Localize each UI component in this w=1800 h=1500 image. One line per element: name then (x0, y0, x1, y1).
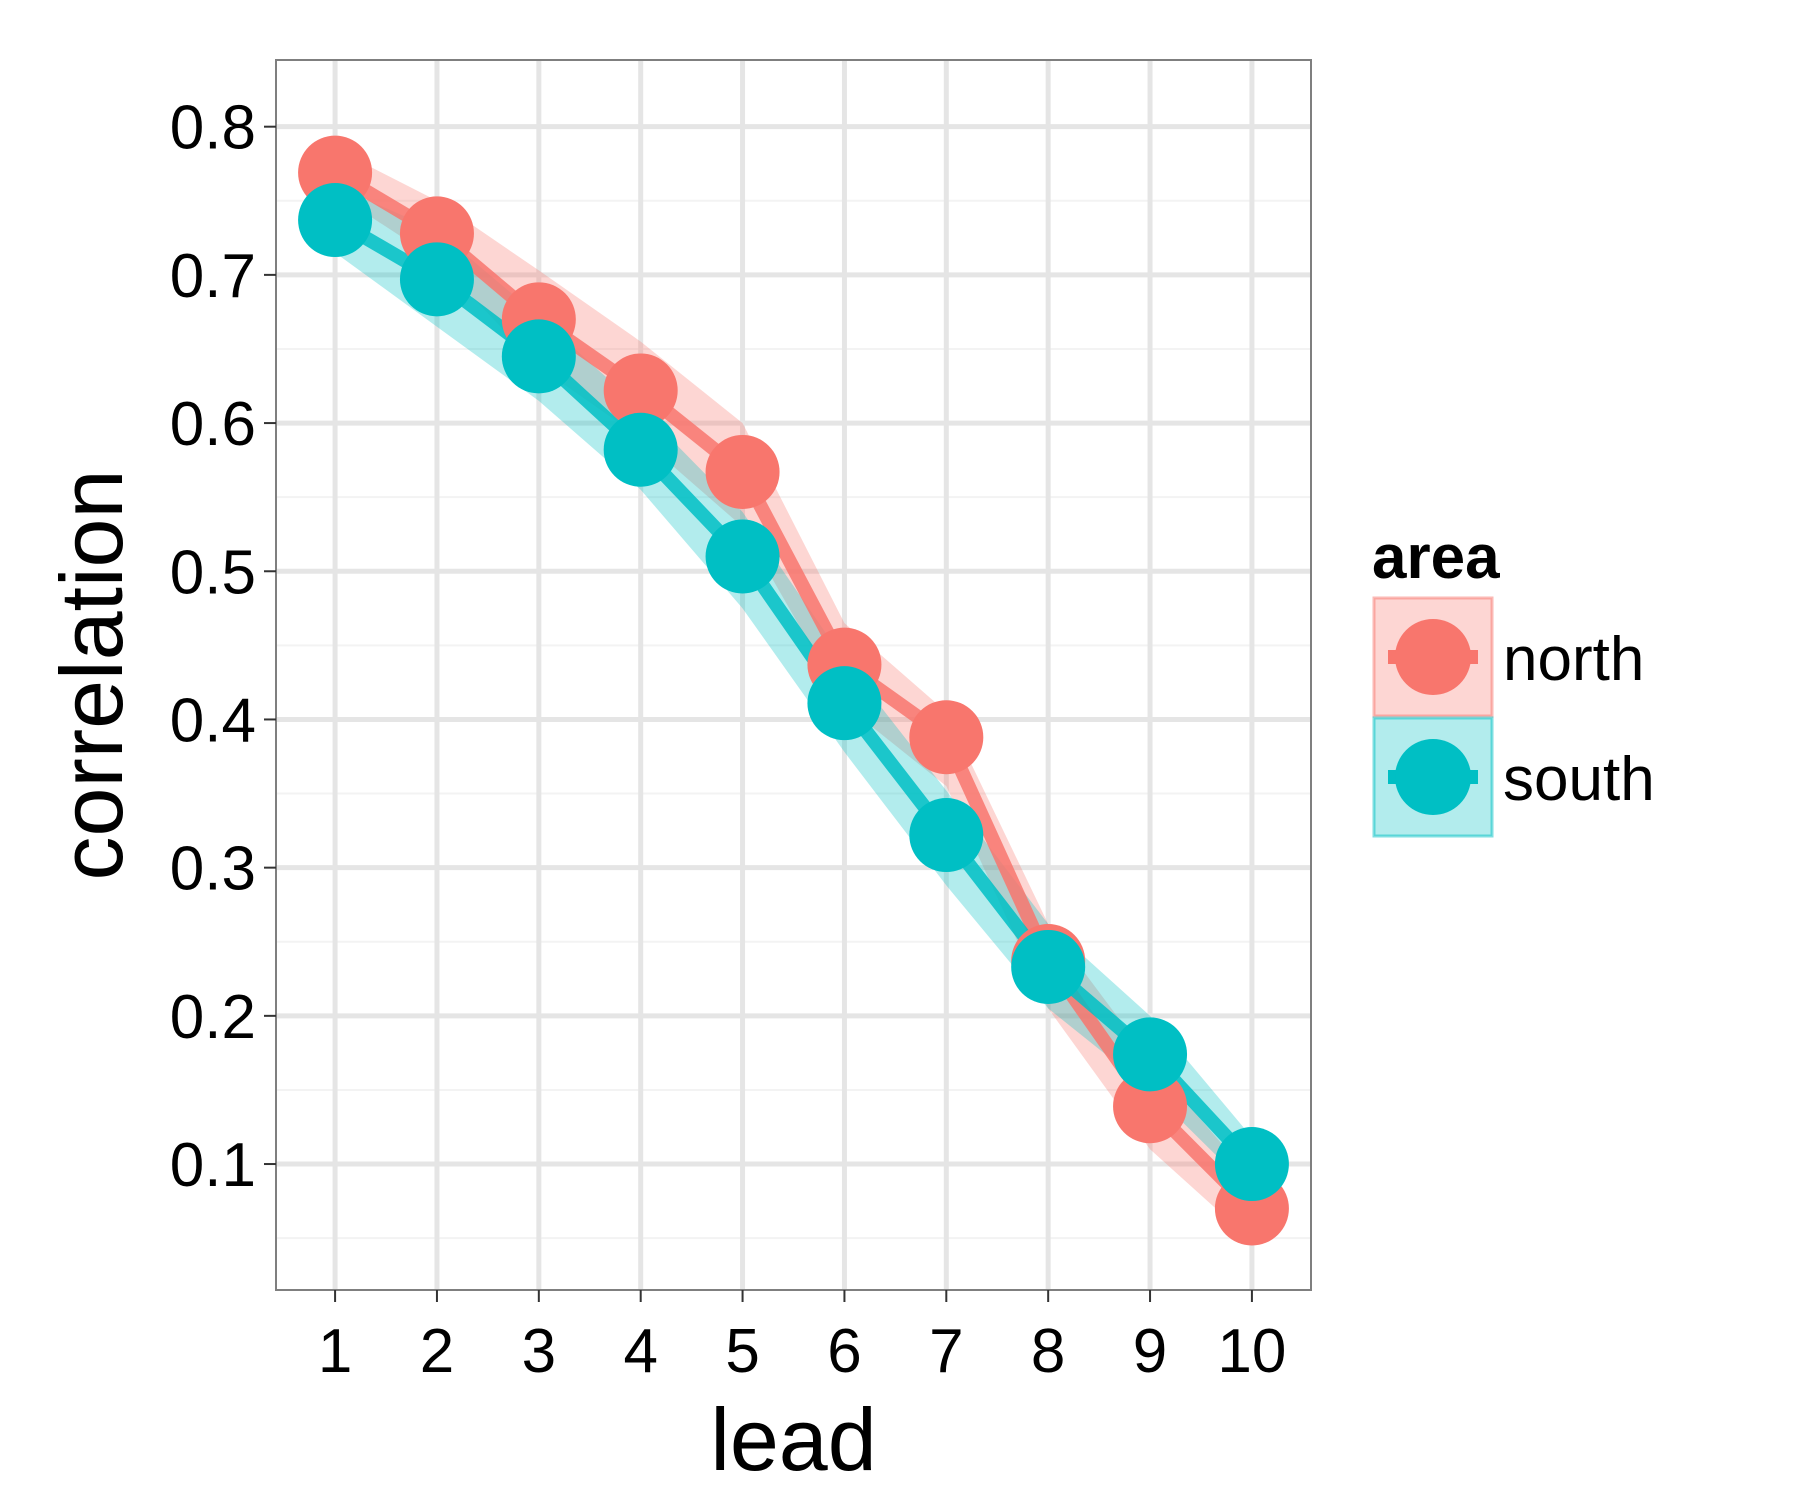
legend-key-point (1395, 739, 1471, 815)
data-point-south (298, 183, 373, 258)
legend: area north south (1372, 523, 1655, 838)
data-point-north (705, 434, 780, 509)
x-tick-label: 5 (725, 1317, 759, 1386)
y-tick-label: 0.1 (170, 1131, 256, 1200)
data-point-south (909, 798, 984, 873)
x-axis-title: lead (710, 1390, 876, 1489)
legend-label-south: south (1503, 745, 1655, 814)
x-tick-labels: 1 2 3 4 5 6 7 8 9 10 (318, 1317, 1287, 1386)
y-tick-labels: 0.1 0.2 0.3 0.4 0.5 0.6 0.7 0.8 (170, 94, 256, 1200)
x-tick-label: 8 (1031, 1317, 1065, 1386)
x-tick-label: 9 (1133, 1317, 1167, 1386)
x-tick-label: 10 (1217, 1317, 1286, 1386)
legend-key-point (1395, 619, 1471, 695)
grid-major (276, 60, 1311, 1290)
data-point-south (603, 412, 678, 487)
data-point-south (399, 242, 474, 317)
y-tick-label: 0.2 (170, 983, 256, 1052)
legend-key-north (1372, 596, 1494, 718)
x-tick-label: 4 (623, 1317, 657, 1386)
y-axis-title: correlation (42, 470, 141, 881)
x-tick-label: 1 (318, 1317, 352, 1386)
series-line-south (331, 213, 1258, 1169)
data-point-south (705, 519, 780, 594)
legend-title: area (1372, 523, 1500, 592)
y-tick-label: 0.3 (170, 835, 256, 904)
data-point-north (603, 353, 678, 428)
legend-label-north: north (1503, 625, 1644, 694)
x-tick-label: 2 (420, 1317, 454, 1386)
series-points (298, 135, 1289, 1246)
data-point-south (1113, 1017, 1188, 1092)
y-tick-label: 0.7 (170, 242, 256, 311)
data-point-south (501, 319, 576, 394)
plot-border (275, 59, 1312, 1291)
data-point-south (1011, 929, 1086, 1004)
series-lines (331, 166, 1258, 1214)
axis-ticks (264, 125, 1253, 1302)
x-tick-label: 7 (929, 1317, 963, 1386)
data-point-south (1214, 1127, 1289, 1202)
x-tick-label: 3 (522, 1317, 556, 1386)
y-tick-label: 0.6 (170, 390, 256, 459)
data-point-north (909, 700, 984, 775)
y-tick-label: 0.8 (170, 94, 256, 163)
data-point-south (807, 666, 882, 741)
y-tick-label: 0.4 (170, 686, 256, 755)
data-point-north (1113, 1069, 1188, 1144)
series-line-north (331, 166, 1257, 1214)
y-tick-label: 0.5 (170, 538, 256, 607)
x-tick-label: 6 (827, 1317, 861, 1386)
legend-key-south (1372, 716, 1494, 838)
